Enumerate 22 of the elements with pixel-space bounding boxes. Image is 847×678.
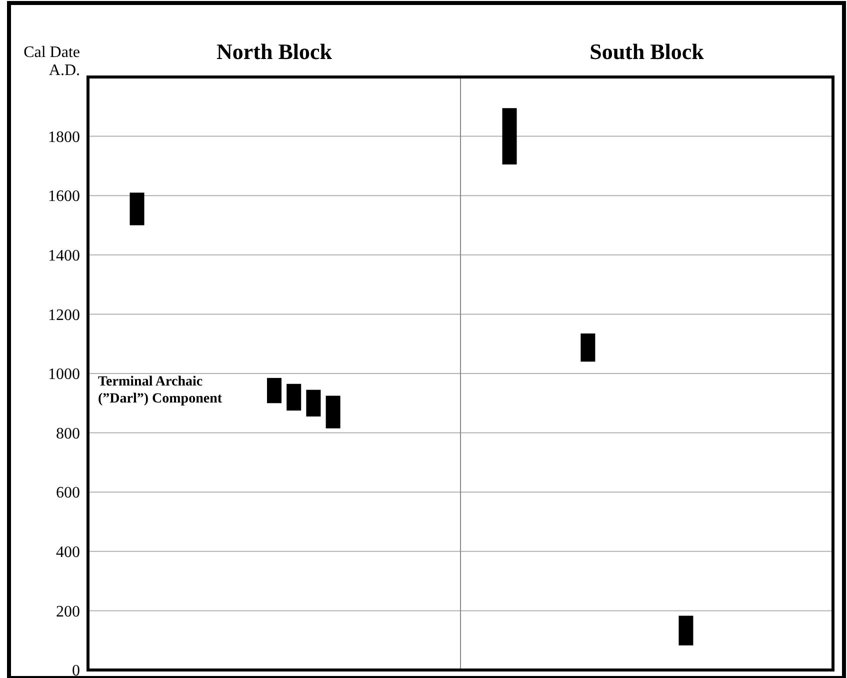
y-tick-label: 800: [56, 425, 80, 442]
bar: [130, 192, 144, 226]
annotation: Terminal Archaic (”Darl”) Component: [98, 374, 222, 406]
bar: [286, 384, 302, 411]
y-tick-label: 1400: [48, 248, 80, 264]
y-tick-label: 1600: [48, 188, 80, 206]
bar: [678, 616, 694, 646]
bar: [266, 378, 282, 404]
bar: [326, 396, 340, 428]
text: North Block: [216, 39, 333, 64]
text: South Block: [590, 39, 705, 64]
y-tick-label: 1200: [48, 306, 80, 324]
y-tick-label: 1000: [48, 366, 80, 384]
y-tick-label: 200: [56, 603, 80, 620]
bar: [306, 390, 321, 416]
y-tick-label: 0: [72, 662, 80, 678]
bar: [502, 108, 517, 164]
bar: [580, 333, 596, 362]
y-tick-label: 400: [56, 544, 80, 561]
y-tick-label: 600: [56, 484, 80, 502]
y-axis-title: Cal Date A.D.: [24, 44, 80, 79]
y-tick-label: 1800: [48, 128, 80, 146]
